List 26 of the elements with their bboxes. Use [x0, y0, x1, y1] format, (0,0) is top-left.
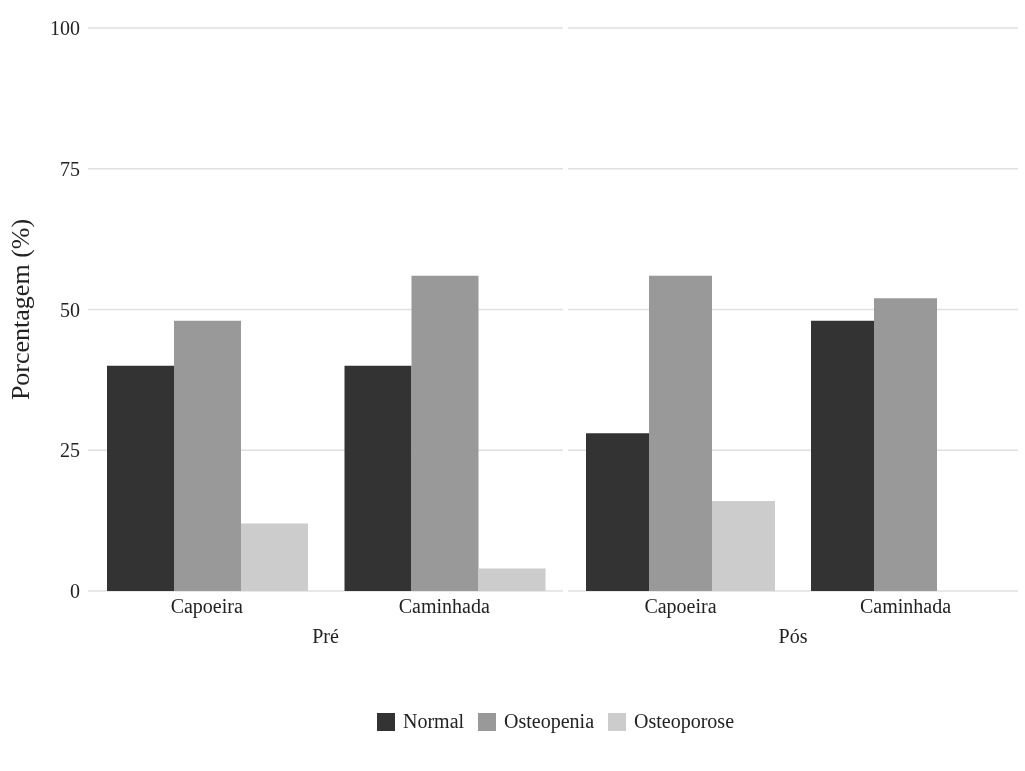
bar — [586, 433, 649, 591]
x-axis-title: Pós — [778, 625, 808, 647]
y-tick-label: 0 — [70, 580, 80, 603]
y-tick-label: 25 — [60, 439, 80, 462]
bar — [174, 320, 241, 591]
bar — [107, 365, 174, 591]
y-tick-label: 50 — [60, 298, 80, 321]
bar — [478, 568, 546, 591]
bar — [241, 523, 308, 591]
bar — [411, 275, 479, 591]
bar — [712, 500, 775, 591]
y-tick-label: 100 — [50, 17, 80, 40]
bar — [811, 320, 874, 591]
x-tick-label: Capoeira — [644, 595, 717, 619]
bar — [344, 365, 412, 591]
bar — [649, 275, 712, 591]
x-axis-title: Pré — [312, 625, 339, 647]
x-tick-label: Capoeira — [170, 595, 243, 619]
legend-label: Osteopenia — [504, 710, 595, 733]
x-tick-label: Caminhada — [859, 595, 952, 618]
x-tick-label: Caminhada — [398, 595, 490, 618]
y-tick-label: 75 — [60, 157, 80, 180]
legend-label: Normal — [402, 710, 465, 733]
legend-label: Osteoporose — [634, 710, 735, 733]
y-axis-title: Porcentagem (%) — [6, 218, 36, 401]
bar — [874, 298, 937, 591]
